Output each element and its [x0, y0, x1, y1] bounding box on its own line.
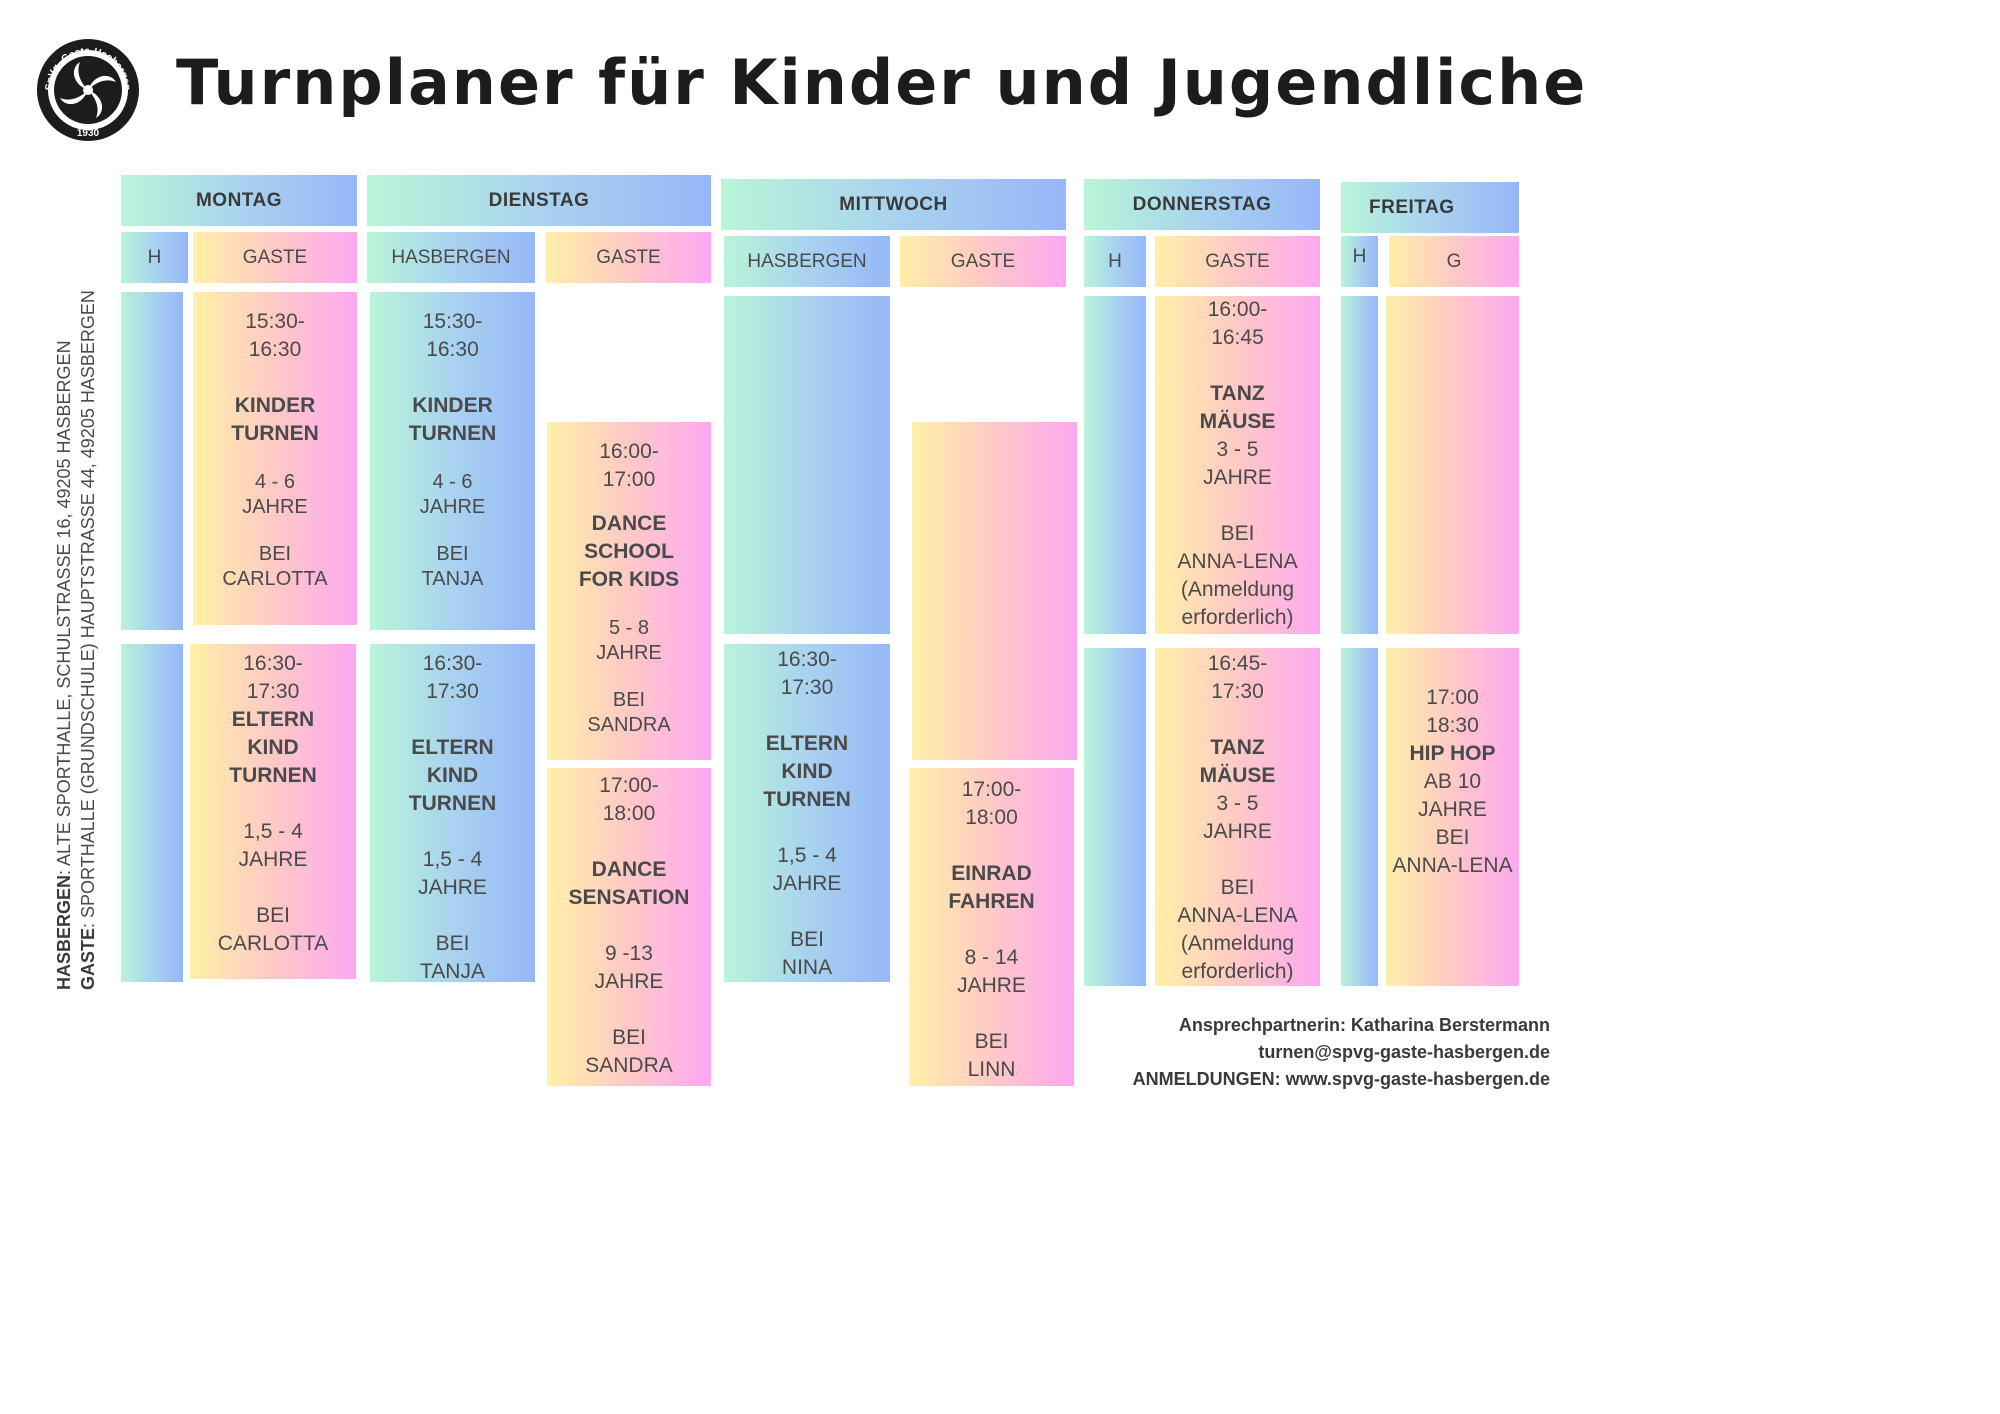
- session-instructor: BEI TANJA: [420, 932, 485, 983]
- location-gaste: GASTE: SPORTHALLE (GRUNDSCHULE) HAUPTSTR…: [78, 290, 98, 990]
- day-header-friday: FREITAG: [1341, 182, 1519, 233]
- location-hasbergen: HASBERGEN: ALTE SPORTHALLE, SCHULSTRASSE…: [54, 340, 74, 990]
- locations-legend: HASBERGEN: ALTE SPORTHALLE, SCHULSTRASSE…: [52, 290, 100, 990]
- empty-slot: [121, 644, 183, 982]
- contact-info: Ansprechpartnerin: Katharina Berstermann…: [1133, 1012, 1550, 1093]
- session-time: 16:45- 17:30: [1207, 652, 1268, 703]
- session-time: 16:30- 17:30: [777, 648, 837, 699]
- empty-slot: [724, 296, 890, 634]
- day-header-tuesday: DIENSTAG: [367, 175, 711, 226]
- empty-slot: [1341, 648, 1378, 986]
- session-age: 4 - 6 JAHRE: [419, 471, 486, 518]
- session-age: 1,5 - 4 JAHRE: [418, 848, 487, 899]
- session-name: DANCE SENSATION: [568, 858, 690, 909]
- logo-year: 1930: [77, 128, 100, 139]
- location-header-gaste: GASTE: [546, 232, 711, 283]
- empty-slot: [1084, 648, 1146, 986]
- session-name: KINDER TURNEN: [408, 394, 497, 445]
- session-name: TANZ MÄUSE: [1199, 736, 1276, 787]
- session-instructor: BEI ANNA-LENA: [1392, 826, 1513, 877]
- club-logo: SpVg. Gaste-Hasbergen 1930: [37, 39, 139, 141]
- session-age: 9 -13 JAHRE: [594, 942, 664, 993]
- session-card: 16:00- 16:45 TANZ MÄUSE 3 - 5 JAHRE BEI …: [1155, 296, 1320, 634]
- session-card: 16:45- 17:30 TANZ MÄUSE 3 - 5 JAHRE BEI …: [1155, 648, 1320, 986]
- session-time: 16:30- 17:30: [243, 652, 303, 703]
- session-age: 8 - 14 JAHRE: [957, 946, 1026, 997]
- session-time: 17:00- 18:00: [599, 774, 659, 825]
- session-name: KINDER TURNEN: [231, 394, 319, 445]
- session-name: ELTERN KIND TURNEN: [408, 736, 497, 815]
- session-name: ELTERN KIND TURNEN: [763, 732, 851, 811]
- session-instructor: BEI TANJA: [421, 543, 484, 590]
- location-header-hasbergen: H: [121, 232, 188, 283]
- location-header-gaste: GASTE: [900, 236, 1066, 287]
- session-instructor: BEI ANNA-LENA (Anmeldung erforderlich): [1177, 522, 1298, 629]
- session-card: 16:30- 17:30 ELTERN KIND TURNEN 1,5 - 4 …: [724, 644, 890, 982]
- session-name: EINRAD FAHREN: [948, 862, 1035, 913]
- location-header-gaste: GASTE: [1155, 236, 1320, 287]
- contact-person: Ansprechpartnerin: Katharina Berstermann: [1178, 1015, 1550, 1035]
- session-instructor: BEI CARLOTTA: [222, 543, 328, 590]
- session-card: 16:30- 17:30 ELTERN KIND TURNEN 1,5 - 4 …: [190, 644, 356, 979]
- empty-slot: [1386, 296, 1519, 634]
- session-instructor: BEI SANDRA: [585, 1026, 673, 1077]
- session-instructor: BEI ANNA-LENA (Anmeldung erforderlich): [1177, 876, 1298, 983]
- location-header-hasbergen: HASBERGEN: [367, 232, 535, 283]
- session-name: HIP HOP: [1409, 742, 1496, 765]
- session-age: AB 10 JAHRE: [1418, 770, 1487, 821]
- session-card: 15:30- 16:30 KINDER TURNEN 4 - 6 JAHRE B…: [193, 292, 357, 625]
- session-instructor: BEI LINN: [967, 1030, 1016, 1081]
- session-age: 1,5 - 4 JAHRE: [238, 820, 308, 871]
- session-card: 16:00- 17:00 DANCE SCHOOL FOR KIDS 5 - 8…: [547, 422, 711, 760]
- empty-slot: [912, 422, 1077, 760]
- day-header-monday: MONTAG: [121, 175, 357, 226]
- session-card: 16:30- 17:30 ELTERN KIND TURNEN 1,5 - 4 …: [370, 644, 535, 983]
- session-time: 16:30- 17:30: [422, 652, 483, 703]
- session-time: 15:30- 16:30: [422, 310, 483, 361]
- session-instructor: BEI CARLOTTA: [217, 904, 329, 955]
- session-time: 16:00- 16:45: [1207, 298, 1268, 349]
- session-card: 17:00 18:30 HIP HOP AB 10 JAHRE BEI ANNA…: [1386, 648, 1519, 986]
- session-card: 17:00- 18:00 DANCE SENSATION 9 -13 JAHRE…: [547, 768, 711, 1086]
- day-header-wednesday: MITTWOCH: [721, 179, 1066, 230]
- location-header-hasbergen: H: [1341, 236, 1378, 287]
- session-name: TANZ MÄUSE: [1199, 382, 1276, 433]
- contact-email[interactable]: turnen@spvg-gaste-hasbergen.de: [1258, 1042, 1550, 1062]
- session-time: 17:00 18:30: [1426, 686, 1479, 737]
- session-age: 5 - 8 JAHRE: [596, 617, 662, 664]
- session-time: 16:00- 17:00: [599, 440, 659, 491]
- session-time: 15:30- 16:30: [245, 310, 305, 361]
- location-header-gaste: GASTE: [193, 232, 357, 283]
- location-header-hasbergen: HASBERGEN: [724, 236, 890, 287]
- session-time: 17:00- 18:00: [961, 778, 1022, 829]
- registration-link[interactable]: ANMELDUNGEN: www.spvg-gaste-hasbergen.de: [1132, 1069, 1550, 1089]
- session-age: 1,5 - 4 JAHRE: [772, 844, 842, 895]
- empty-slot: [1341, 296, 1378, 634]
- session-card: 17:00- 18:00 EINRAD FAHREN 8 - 14 JAHRE …: [909, 768, 1074, 1086]
- page-title: Turnplaner für Kinder und Jugendliche: [176, 46, 1588, 119]
- location-header-gaste: G: [1389, 236, 1519, 287]
- session-age: 4 - 6 JAHRE: [242, 471, 308, 518]
- session-name: ELTERN KIND TURNEN: [229, 708, 317, 787]
- session-name: DANCE SCHOOL FOR KIDS: [578, 512, 680, 591]
- empty-slot: [121, 292, 183, 630]
- session-age: 3 - 5 JAHRE: [1203, 438, 1272, 489]
- session-instructor: BEI NINA: [781, 928, 833, 979]
- day-header-thursday: DONNERSTAG: [1084, 179, 1320, 230]
- location-header-hasbergen: H: [1084, 236, 1146, 287]
- empty-slot: [1084, 296, 1146, 634]
- session-age: 3 - 5 JAHRE: [1203, 792, 1272, 843]
- session-card: 15:30- 16:30 KINDER TURNEN 4 - 6 JAHRE B…: [370, 292, 535, 630]
- session-instructor: BEI SANDRA: [587, 689, 671, 736]
